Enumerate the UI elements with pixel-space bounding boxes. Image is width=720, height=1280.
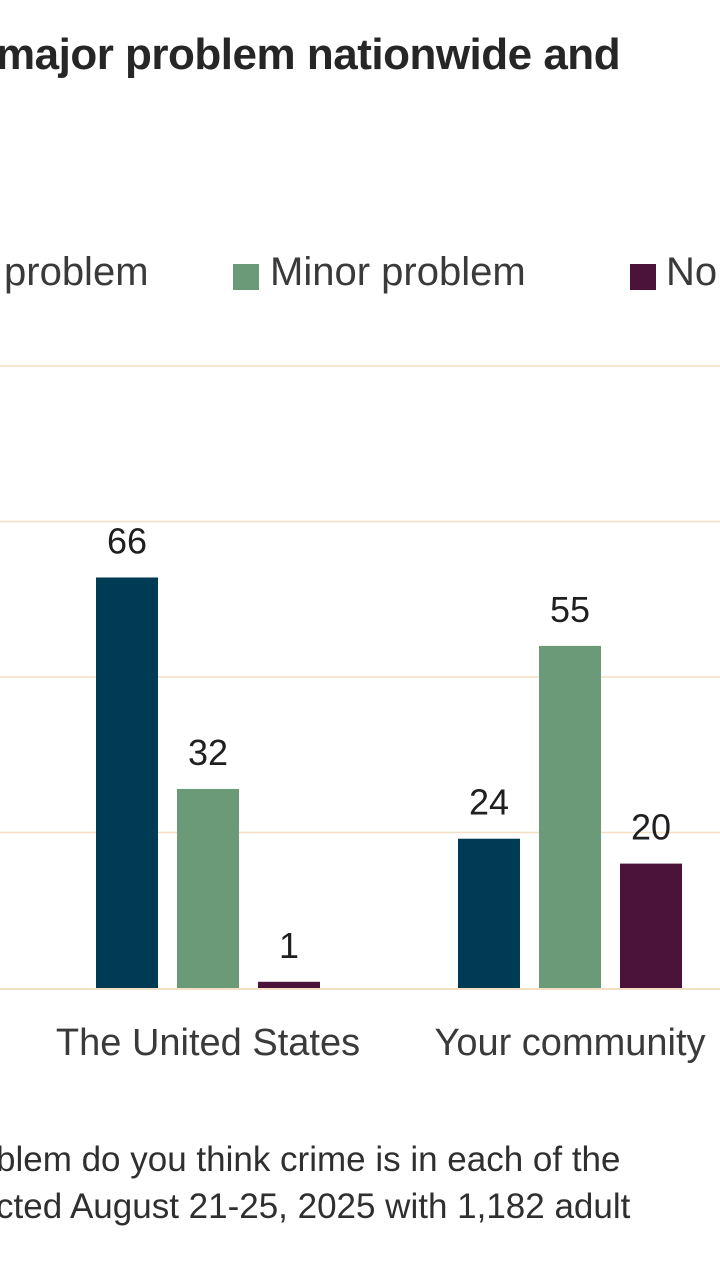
bar [620,863,682,988]
data-label: 66 [107,520,147,561]
legend-label-minor-problem: Minor problem [270,250,526,294]
bar [458,838,520,988]
bar [258,981,320,988]
category-label: The United States [56,1022,360,1064]
bar [96,577,158,988]
data-label: 55 [550,589,590,630]
legend-label-no: No [666,250,718,294]
legend-swatch-no [630,264,656,290]
footnote-question: blem do you think crime is in each of th… [0,1140,621,1179]
bar [539,645,601,988]
data-label: 32 [188,732,228,773]
data-label: 24 [469,782,509,823]
chart-title: major problem nationwide and [0,30,621,79]
data-label: 20 [631,807,671,848]
footnote-methodology: cted August 21-25, 2025 with 1,182 adult [0,1187,631,1226]
chart-legend: problem Minor problem No [0,250,720,310]
data-label: 1 [279,925,299,966]
legend-label-series-1: problem [4,250,149,294]
bar [177,788,239,988]
legend-swatch-minor [233,264,259,290]
category-label: Your community [434,1022,705,1064]
